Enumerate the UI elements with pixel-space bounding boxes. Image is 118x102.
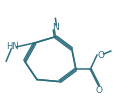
Text: HN: HN: [6, 42, 19, 51]
Text: N: N: [52, 23, 59, 32]
Text: O: O: [97, 51, 104, 60]
Text: O: O: [95, 86, 102, 95]
